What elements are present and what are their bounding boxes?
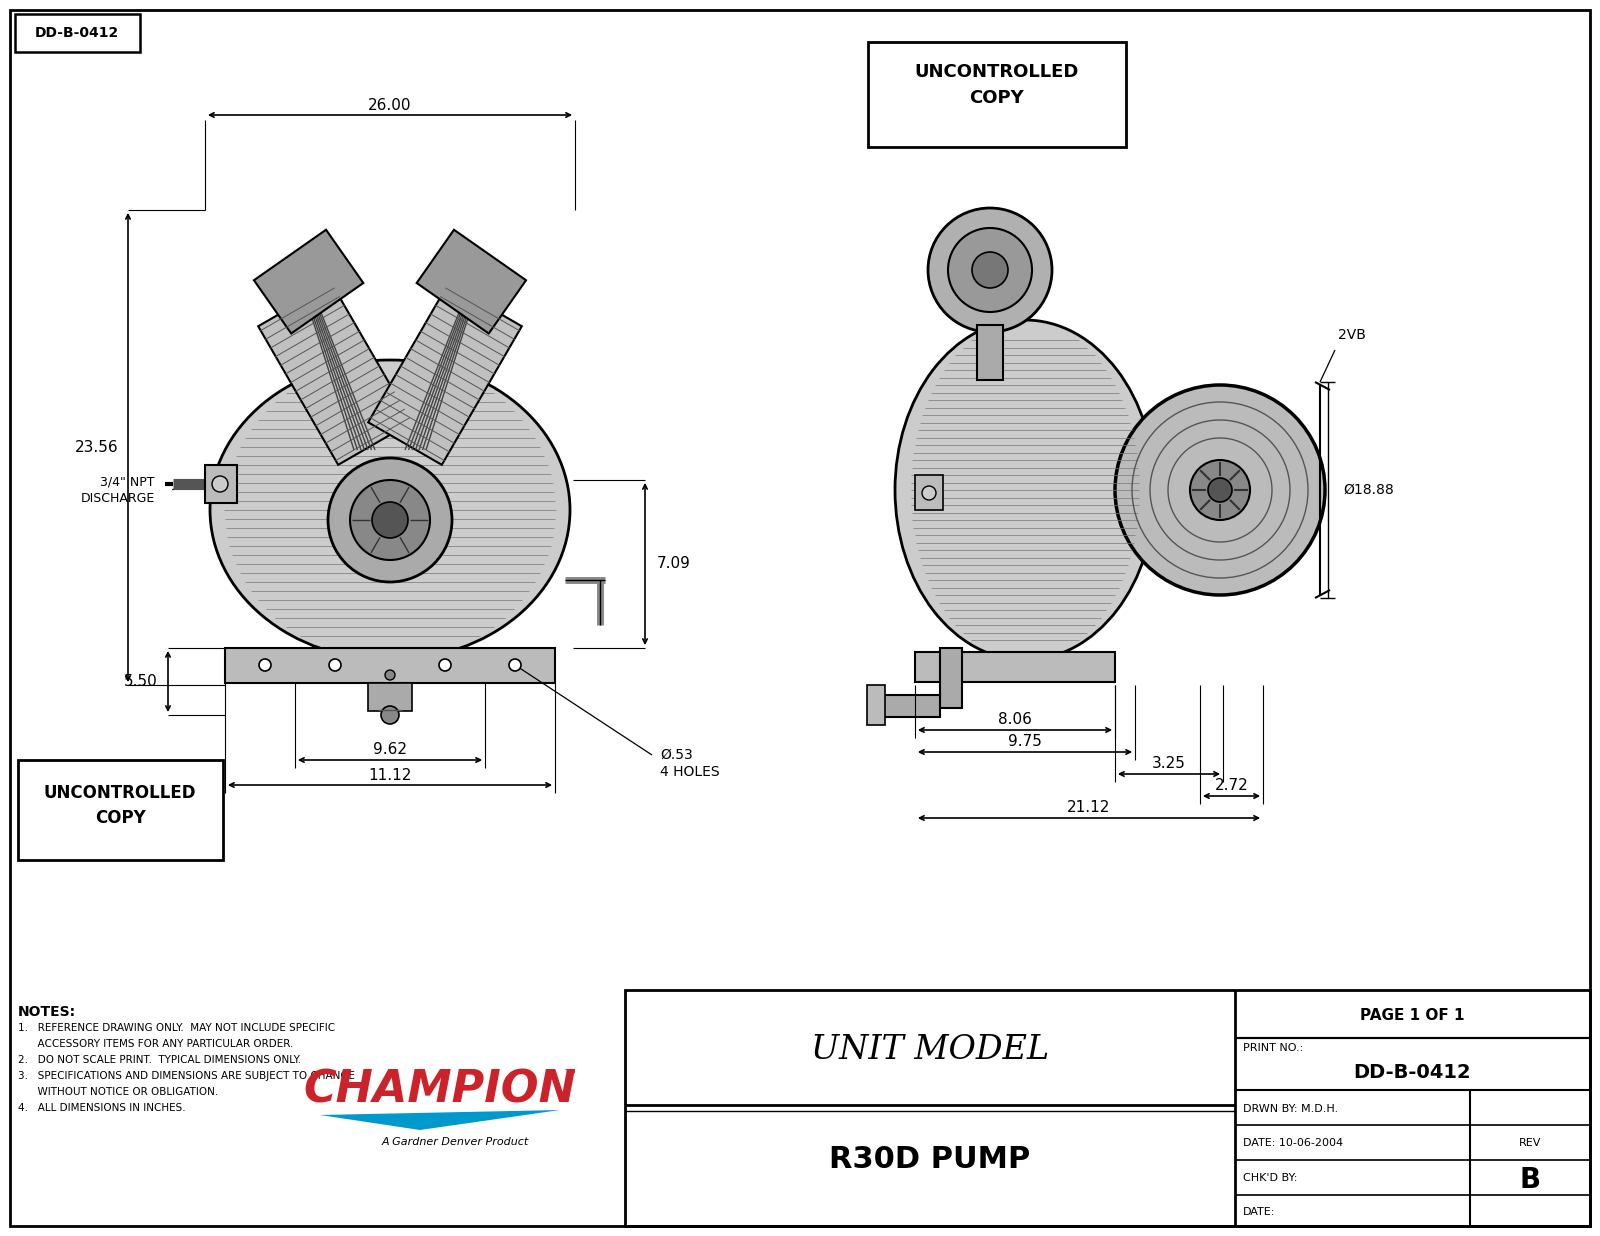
- Text: 5.50: 5.50: [125, 674, 158, 688]
- Text: A Gardner Denver Product: A Gardner Denver Product: [381, 1137, 528, 1147]
- Circle shape: [922, 486, 936, 501]
- Text: Ø18.88: Ø18.88: [1342, 483, 1394, 497]
- Circle shape: [438, 659, 451, 671]
- Circle shape: [386, 670, 395, 680]
- Text: DATE:: DATE:: [1243, 1208, 1275, 1217]
- Text: 4.   ALL DIMENSIONS IN INCHES.: 4. ALL DIMENSIONS IN INCHES.: [18, 1103, 186, 1112]
- Bar: [915, 653, 1115, 682]
- Circle shape: [259, 659, 270, 671]
- Bar: [941, 648, 962, 708]
- Bar: [978, 325, 1003, 379]
- Text: 21.12: 21.12: [1067, 801, 1110, 816]
- Text: DD-B-0412: DD-B-0412: [35, 26, 118, 40]
- Text: DRWN BY: M.D.H.: DRWN BY: M.D.H.: [1243, 1104, 1338, 1114]
- Polygon shape: [254, 230, 363, 334]
- Text: COPY: COPY: [94, 810, 146, 827]
- Text: DD-B-0412: DD-B-0412: [1354, 1063, 1470, 1082]
- Text: UNCONTROLLED: UNCONTROLLED: [43, 784, 197, 802]
- Text: 3/4" NPT: 3/4" NPT: [101, 476, 155, 488]
- Circle shape: [509, 659, 522, 671]
- Text: R30D PUMP: R30D PUMP: [829, 1146, 1030, 1174]
- Text: WITHOUT NOTICE OR OBLIGATION.: WITHOUT NOTICE OR OBLIGATION.: [18, 1086, 218, 1098]
- Bar: [226, 648, 555, 684]
- Circle shape: [928, 208, 1053, 332]
- Ellipse shape: [894, 320, 1155, 660]
- Text: UNCONTROLLED: UNCONTROLLED: [915, 63, 1078, 82]
- Polygon shape: [258, 284, 411, 465]
- Bar: [205, 465, 237, 503]
- Bar: [880, 695, 941, 717]
- Polygon shape: [368, 284, 522, 465]
- Text: 2.72: 2.72: [1214, 779, 1248, 794]
- Text: 1.   REFERENCE DRAWING ONLY.  MAY NOT INCLUDE SPECIFIC: 1. REFERENCE DRAWING ONLY. MAY NOT INCLU…: [18, 1023, 334, 1033]
- Bar: [14, 14, 141, 52]
- Bar: [18, 760, 222, 860]
- Circle shape: [211, 476, 229, 492]
- Text: Ø.53: Ø.53: [661, 748, 693, 763]
- Text: B: B: [1520, 1166, 1541, 1194]
- Text: CHAMPION: CHAMPION: [304, 1068, 576, 1111]
- Polygon shape: [320, 1110, 560, 1130]
- Text: REV: REV: [1518, 1138, 1541, 1148]
- Text: PRINT NO.:: PRINT NO.:: [1243, 1043, 1304, 1053]
- Text: UNIT MODEL: UNIT MODEL: [811, 1035, 1050, 1065]
- Circle shape: [947, 227, 1032, 311]
- Circle shape: [1190, 460, 1250, 520]
- Text: 2.   DO NOT SCALE PRINT.  TYPICAL DIMENSIONS ONLY.: 2. DO NOT SCALE PRINT. TYPICAL DIMENSION…: [18, 1056, 301, 1065]
- Text: ACCESSORY ITEMS FOR ANY PARTICULAR ORDER.: ACCESSORY ITEMS FOR ANY PARTICULAR ORDER…: [18, 1039, 293, 1049]
- Bar: [867, 42, 1126, 147]
- Circle shape: [350, 480, 430, 560]
- Text: 26.00: 26.00: [368, 98, 411, 112]
- Circle shape: [328, 459, 453, 582]
- Text: 9.62: 9.62: [373, 743, 406, 758]
- Circle shape: [381, 706, 398, 724]
- Circle shape: [371, 502, 408, 538]
- Bar: [867, 685, 885, 726]
- Text: 8.06: 8.06: [998, 712, 1032, 728]
- Text: DISCHARGE: DISCHARGE: [80, 492, 155, 504]
- Bar: [915, 475, 942, 510]
- Text: 23.56: 23.56: [74, 440, 118, 455]
- Circle shape: [973, 252, 1008, 288]
- Text: ™: ™: [562, 1068, 578, 1083]
- Text: DATE: 10-06-2004: DATE: 10-06-2004: [1243, 1138, 1342, 1148]
- Text: NOTES:: NOTES:: [18, 1005, 77, 1018]
- Bar: [626, 990, 1590, 1226]
- Text: 11.12: 11.12: [368, 768, 411, 782]
- Text: 3.   SPECIFICATIONS AND DIMENSIONS ARE SUBJECT TO CHANGE: 3. SPECIFICATIONS AND DIMENSIONS ARE SUB…: [18, 1072, 355, 1082]
- Text: 2VB: 2VB: [1338, 328, 1366, 342]
- Text: COPY: COPY: [970, 89, 1024, 108]
- Polygon shape: [416, 230, 526, 334]
- Bar: [368, 684, 413, 711]
- Circle shape: [330, 659, 341, 671]
- Text: CHK'D BY:: CHK'D BY:: [1243, 1173, 1298, 1183]
- Circle shape: [1208, 478, 1232, 502]
- Ellipse shape: [210, 360, 570, 660]
- Text: 9.75: 9.75: [1008, 734, 1042, 749]
- Text: PAGE 1 OF 1: PAGE 1 OF 1: [1360, 1007, 1464, 1022]
- Circle shape: [1115, 384, 1325, 595]
- Text: 4 HOLES: 4 HOLES: [661, 765, 720, 779]
- Text: 3.25: 3.25: [1152, 756, 1186, 771]
- Text: 7.09: 7.09: [658, 556, 691, 571]
